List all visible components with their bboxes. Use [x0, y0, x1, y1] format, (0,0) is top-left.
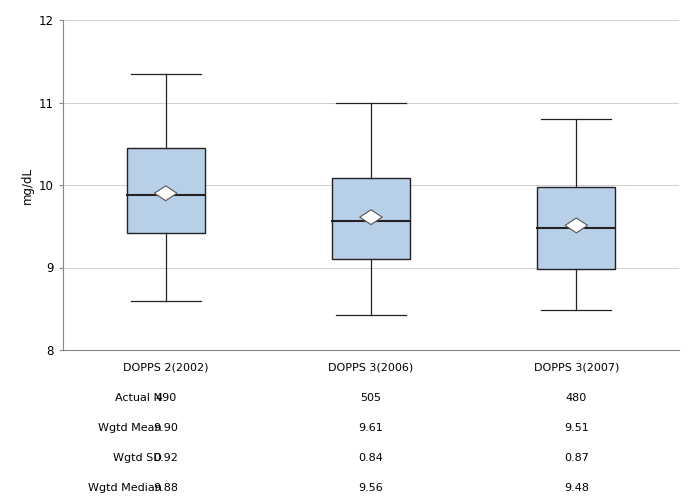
- Text: DOPPS 3(2006): DOPPS 3(2006): [328, 363, 414, 373]
- Bar: [332, 178, 410, 259]
- Bar: [127, 148, 204, 233]
- Text: DOPPS 2(2002): DOPPS 2(2002): [123, 363, 209, 373]
- Text: 9.51: 9.51: [564, 423, 589, 433]
- Text: 480: 480: [566, 393, 587, 403]
- Text: 0.84: 0.84: [358, 453, 384, 463]
- Polygon shape: [360, 210, 382, 224]
- Text: 505: 505: [360, 393, 382, 403]
- Polygon shape: [565, 218, 587, 233]
- Text: Wgtd Median: Wgtd Median: [88, 483, 162, 493]
- Bar: [538, 186, 615, 269]
- Text: Wgtd Mean: Wgtd Mean: [98, 423, 162, 433]
- Text: 0.92: 0.92: [153, 453, 178, 463]
- Text: Actual N: Actual N: [115, 393, 162, 403]
- Text: DOPPS 3(2007): DOPPS 3(2007): [533, 363, 619, 373]
- Y-axis label: mg/dL: mg/dL: [20, 166, 34, 203]
- Polygon shape: [155, 186, 177, 200]
- Text: Wgtd SD: Wgtd SD: [113, 453, 162, 463]
- Text: 9.48: 9.48: [564, 483, 589, 493]
- Text: 9.88: 9.88: [153, 483, 178, 493]
- Text: 9.61: 9.61: [358, 423, 384, 433]
- Text: 9.90: 9.90: [153, 423, 178, 433]
- Text: 0.87: 0.87: [564, 453, 589, 463]
- Text: 9.56: 9.56: [358, 483, 384, 493]
- Text: 490: 490: [155, 393, 176, 403]
